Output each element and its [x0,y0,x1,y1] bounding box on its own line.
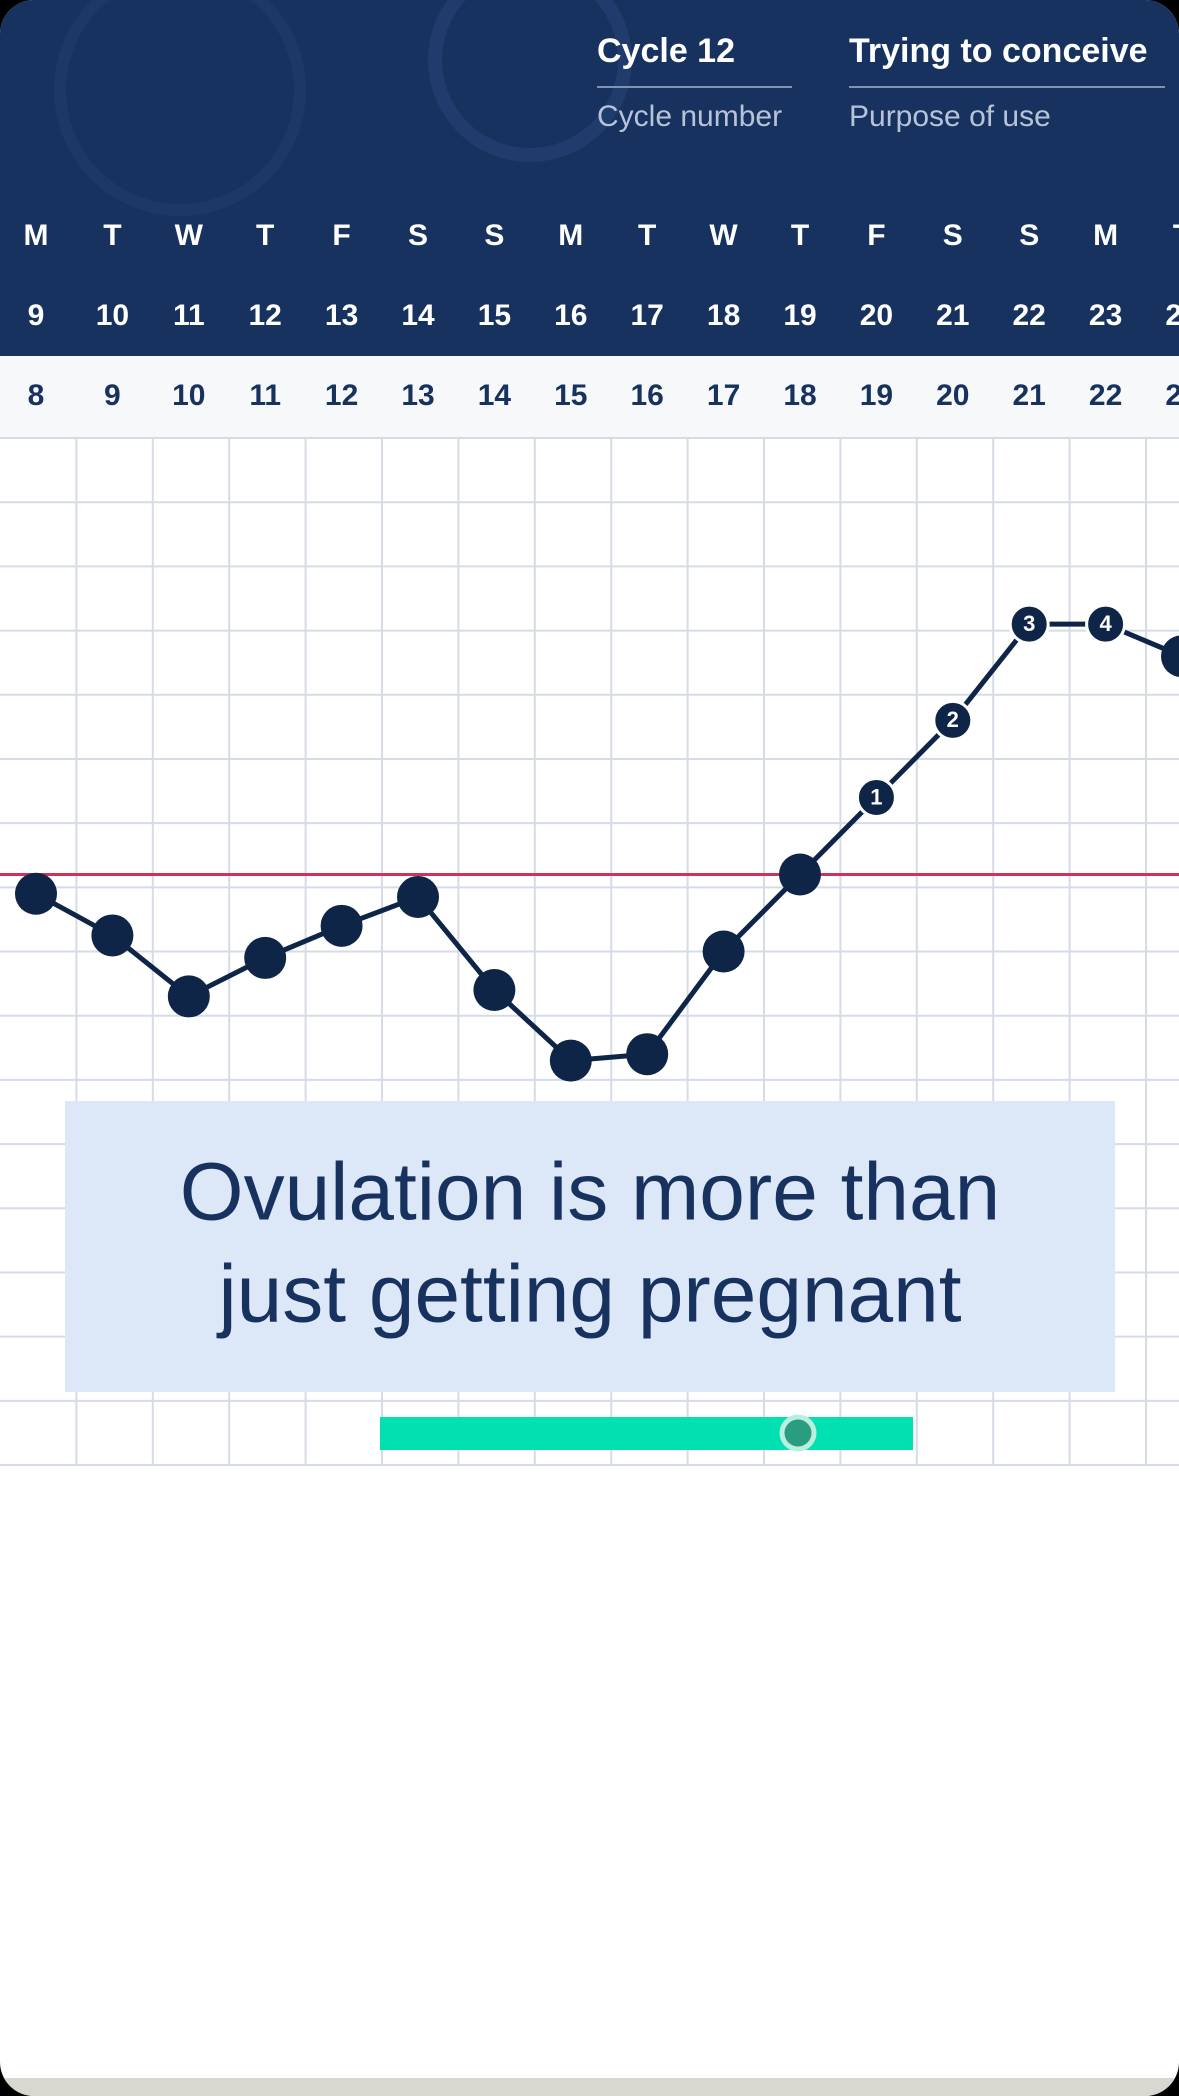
temperature-point [320,904,363,947]
header-decor [428,0,632,162]
temperature-point [932,699,974,741]
weekday: F [332,219,350,252]
temperature-point [626,1033,669,1076]
cycle-day: 19 [860,379,893,412]
caption-line: Ovulation is more than [180,1147,1000,1238]
cycle-day: 16 [631,379,664,412]
temperature-point [91,914,134,957]
weekday: W [175,219,204,252]
temperature-point [855,776,897,818]
cycle-day: 22 [1089,379,1122,412]
bottom-edge [0,2078,1179,2096]
cycle-day: 15 [554,379,587,412]
temperature-point [244,936,287,979]
temperature-point [397,875,439,918]
cycle-day: 17 [707,379,740,412]
cycle-day: 21 [1013,379,1046,412]
cycle-day: 11 [249,379,281,412]
temperature-point [1008,603,1050,645]
temperature-point [702,930,745,973]
date: 16 [554,299,587,332]
temperature-point [473,969,516,1012]
weekday: S [484,219,504,252]
caption-line: just getting pregnant [216,1249,961,1340]
temperature-point [1161,635,1179,678]
date: 24 [1165,299,1179,332]
cycle-day: 10 [172,379,205,412]
caption-box [65,1101,1115,1392]
header-decor [54,0,306,216]
cycle-day-row [0,356,1179,438]
date: 11 [173,299,205,332]
purpose-label: Purpose of use [849,100,1051,133]
date: 14 [401,299,435,332]
temperature-point [167,975,210,1018]
date: 9 [28,299,45,332]
temperature-point [1085,603,1127,645]
date: 20 [860,299,893,332]
purpose-value: Trying to conceive [849,32,1148,70]
temperature-line [34,621,1179,1064]
date: 10 [96,299,129,332]
point-label: 2 [947,707,959,732]
date: 19 [783,299,816,332]
weekday: W [709,219,738,252]
cycle-label: Cycle number [597,100,782,133]
weekday: F [867,219,885,252]
cycle-day: 18 [783,379,816,412]
temperature-point [15,872,57,915]
point-label: 4 [1099,611,1112,636]
date: 17 [631,299,664,332]
point-label: 1 [870,784,882,809]
weekday: T [1173,219,1179,252]
cycle-day: 23 [1165,379,1179,412]
cycle-day: 14 [478,379,512,412]
weekday: T [638,219,656,252]
progress-handle[interactable] [779,1414,817,1452]
point-label: 3 [1023,611,1035,636]
weekday: S [408,219,428,252]
weekday: M [1093,219,1118,252]
date: 21 [936,299,969,332]
date: 22 [1013,299,1046,332]
cycle-value: Cycle 12 [597,32,735,70]
temperature-point [779,853,821,896]
header-bg [0,0,1179,356]
cycle-day: 20 [936,379,969,412]
date: 13 [325,299,358,332]
weekday: M [558,219,583,252]
cycle-day: 12 [325,379,358,412]
weekday: M [24,219,49,252]
progress-bar [380,1417,913,1450]
date: 23 [1089,299,1122,332]
weekday: S [943,219,963,252]
weekday: T [256,219,274,252]
date: 15 [478,299,511,332]
date: 18 [707,299,740,332]
weekday: T [103,219,121,252]
temperature-point [549,1039,592,1082]
cycle-day: 13 [401,379,434,412]
cycle-day: 8 [28,379,45,412]
weekday: T [791,219,809,252]
date: 12 [249,299,282,332]
cycle-day: 9 [104,379,121,412]
weekday: S [1019,219,1039,252]
